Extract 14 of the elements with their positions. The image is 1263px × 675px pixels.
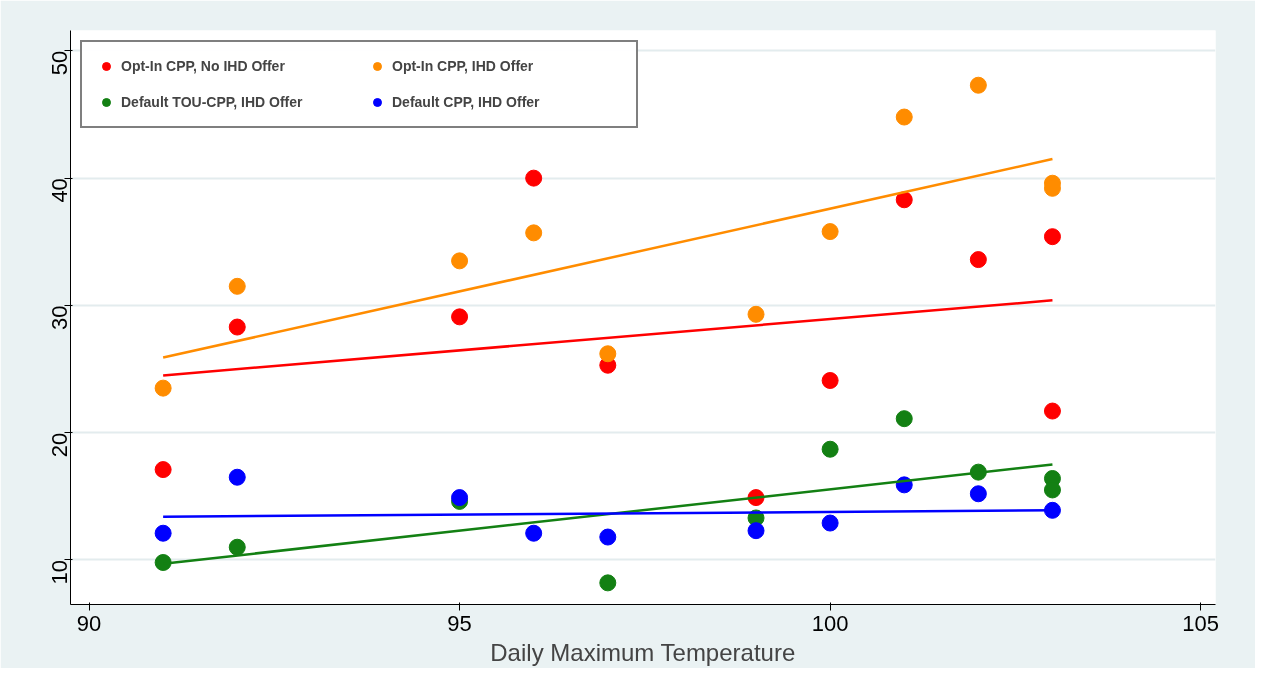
y-tick-label: 50 (47, 50, 72, 76)
legend-label: Opt-In CPP, No IHD Offer (121, 58, 286, 74)
y-tick-label: 10 (47, 559, 72, 585)
legend-label: Default TOU-CPP, IHD Offer (121, 94, 304, 110)
x-tick-label: 105 (1182, 610, 1220, 636)
legend-label: Default CPP, IHD Offer (392, 94, 541, 110)
y-tick-label: 40 (47, 178, 72, 203)
y-tick-label: 20 (47, 432, 72, 458)
x-tick-label: 90 (76, 610, 102, 636)
x-tick-label: 95 (447, 610, 472, 636)
legend-label: Opt-In CPP, IHD Offer (392, 58, 535, 74)
y-tick-label: 30 (47, 305, 72, 330)
x-tick-label: 100 (811, 610, 849, 636)
x-axis-title: Daily Maximum Temperature (490, 638, 796, 666)
